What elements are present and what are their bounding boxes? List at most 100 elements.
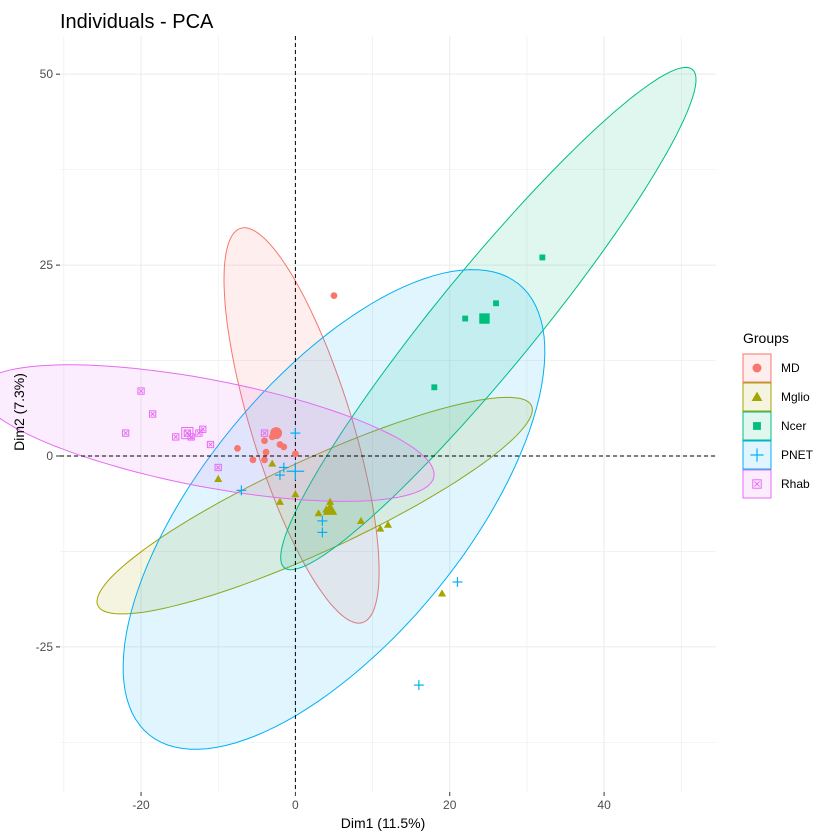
point-rhab [137, 387, 145, 395]
point-rhab-box [260, 429, 269, 437]
point-mglio-shape [214, 474, 223, 482]
point-rhab-box [183, 429, 191, 437]
point-rhab-box [187, 433, 195, 441]
point-rhab [199, 425, 207, 433]
point-mglio [291, 490, 300, 498]
legend-label-mglio: Mglio [781, 390, 810, 404]
point-pnet [317, 515, 328, 526]
point-pnet [413, 680, 424, 691]
point-rhab-box [199, 425, 207, 433]
x-tick-label: 20 [443, 798, 457, 812]
legend-symbol-ncer-shape [753, 422, 761, 430]
point-md [249, 456, 257, 464]
point-rhab [148, 410, 157, 418]
point-mglio-shape [437, 589, 447, 597]
point-ncer [431, 384, 438, 391]
x-axis-label: Dim1 (11.5%) [341, 815, 426, 831]
point-mglio-shape [383, 520, 393, 528]
x-tick-label: 0 [292, 798, 299, 812]
centroid-mglio [322, 502, 338, 515]
point-mglio [376, 524, 385, 532]
legend-title: Groups [743, 330, 789, 346]
centroid-md [270, 427, 283, 440]
legend-symbol-ncer [753, 422, 761, 430]
point-rhab [214, 463, 222, 472]
legend-symbol-md [752, 363, 762, 373]
point-pnet [452, 577, 463, 587]
legend-symbol-mglio [751, 391, 763, 402]
point-mglio [383, 520, 393, 528]
point-mglio-shape [314, 509, 323, 517]
point-rhab-x2 [173, 434, 179, 440]
point-md [292, 450, 299, 458]
point-rhab [195, 429, 203, 437]
centroid-md-shape [270, 427, 283, 440]
ellipse-md [223, 227, 380, 624]
y-axis-label: Dim2 (7.3%) [11, 373, 27, 451]
point-ncer-shape [539, 254, 546, 261]
reference-lines [60, 36, 716, 792]
y-tick-label: -25 [36, 640, 54, 654]
point-md-shape [280, 443, 288, 451]
point-rhab-box [195, 429, 203, 437]
point-rhab-x2 [262, 430, 267, 436]
point-rhab-box [206, 440, 215, 449]
point-mglio [437, 589, 447, 597]
point-mglio-shape [268, 459, 277, 467]
point-mglio-shape [291, 490, 300, 498]
point-rhab-x2 [150, 411, 155, 417]
point-rhab-box [121, 429, 130, 437]
legend-label-md: MD [781, 361, 800, 375]
point-mglio-shape [376, 524, 385, 532]
point-md-shape [330, 292, 338, 300]
point-pnet [278, 462, 289, 473]
legend-symbol-mglio-shape [751, 391, 763, 402]
point-rhab-x2 [208, 442, 213, 447]
ellipse-mglio [96, 396, 533, 615]
point-md-shape [249, 456, 257, 464]
point-layer [121, 254, 546, 691]
point-mglio-shape [326, 497, 335, 505]
point-md-shape [262, 448, 270, 456]
x-tick-label: 40 [597, 798, 611, 812]
point-rhab-box [214, 463, 222, 472]
point-rhab-x2 [200, 427, 206, 432]
legend-symbol-rhab-x2 [754, 481, 760, 487]
legend-label-ncer: Ncer [781, 419, 806, 433]
point-md [262, 448, 270, 456]
legend-symbol-rhab [752, 479, 762, 489]
y-tick-label: 0 [46, 449, 53, 463]
point-md [234, 444, 241, 452]
chart-title: Individuals - PCA [60, 11, 214, 33]
legend-label-rhab: Rhab [781, 477, 810, 491]
legend-symbol-pnet [750, 448, 764, 462]
point-ncer [539, 254, 546, 261]
point-mglio-shape [275, 497, 285, 505]
point-rhab-x2 [123, 430, 128, 436]
centroid-rhab [181, 426, 194, 440]
point-mglio [314, 509, 323, 517]
centroid-rhab-x2 [183, 429, 192, 437]
point-mglio [214, 474, 223, 482]
legend-key-ncer [742, 411, 772, 441]
centroid-ncer-shape [479, 313, 490, 324]
point-pnet [275, 470, 285, 481]
point-mglio [275, 497, 285, 505]
point-ncer-shape [431, 384, 438, 391]
tick-layer: -20 0 20 40 -25 0 25 50 [36, 67, 611, 812]
point-rhab-x2 [215, 465, 221, 470]
centroid-rhab-box [181, 426, 194, 440]
legend: Groups MD Mglio Ncer PNET Rhab [742, 330, 814, 499]
point-md [280, 443, 288, 451]
point-pnet [317, 527, 328, 538]
point-pnet [236, 485, 247, 496]
centroid-pnet [286, 462, 305, 481]
centroid-ncer [479, 313, 490, 324]
legend-key-md [742, 353, 772, 383]
point-rhab [260, 429, 269, 437]
y-tick-label: 50 [40, 67, 54, 81]
point-rhab [172, 433, 180, 441]
point-md-shape [261, 437, 268, 445]
